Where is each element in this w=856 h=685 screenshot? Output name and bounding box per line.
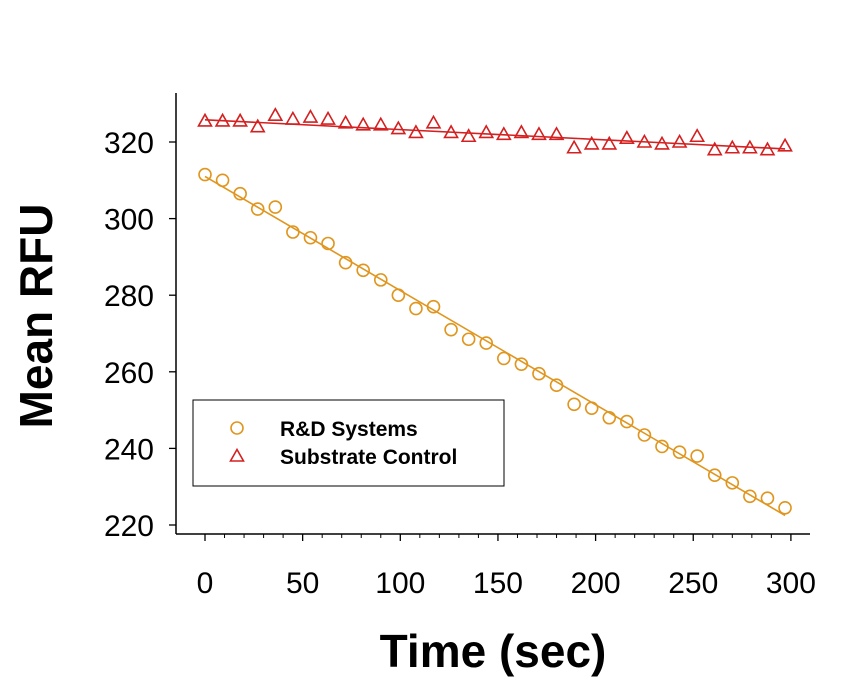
data-point-series-0 xyxy=(672,445,687,460)
data-point-series-0 xyxy=(707,468,722,483)
data-point-series-0 xyxy=(549,378,564,393)
data-point-series-0 xyxy=(338,255,353,270)
data-point-series-1 xyxy=(618,130,635,144)
y-ticks: 220 240 260 280 300 320 xyxy=(104,127,176,543)
data-point-series-1 xyxy=(548,126,565,141)
legend-marker-rd-systems xyxy=(230,421,244,435)
data-point-series-0 xyxy=(584,401,599,415)
data-point-series-1 xyxy=(478,124,495,139)
data-point-series-0 xyxy=(637,428,652,442)
y-axis-title: Mean RFU xyxy=(10,204,62,429)
fit-line-series-0 xyxy=(204,175,786,517)
axes xyxy=(175,93,810,535)
data-point-series-0 xyxy=(778,500,792,515)
data-point-series-1 xyxy=(759,141,776,156)
data-point-series-1 xyxy=(777,137,793,152)
x-tick-label: 100 xyxy=(375,567,425,600)
data-point-series-0 xyxy=(479,336,494,350)
data-point-series-0 xyxy=(690,449,704,463)
data-point-series-0 xyxy=(233,186,247,201)
data-point-series-1 xyxy=(636,133,653,148)
x-tick-label: 250 xyxy=(668,567,718,600)
data-point-series-1 xyxy=(671,133,688,148)
y-tick-label: 320 xyxy=(104,127,154,160)
data-point-series-1 xyxy=(601,135,618,150)
x-tick-label: 50 xyxy=(286,567,319,600)
y-tick-label: 220 xyxy=(104,510,154,543)
data-point-series-1 xyxy=(249,118,266,133)
legend-box xyxy=(192,399,505,487)
data-point-series-0 xyxy=(602,410,617,425)
x-tick-label: 0 xyxy=(197,567,214,600)
fit-lines xyxy=(204,118,786,517)
fit-line-series-1 xyxy=(204,118,786,150)
data-point-series-1 xyxy=(583,135,600,150)
data-point-series-0 xyxy=(655,439,669,454)
data-point-series-0 xyxy=(409,301,423,316)
data-point-series-1 xyxy=(531,126,547,141)
data-point-series-1 xyxy=(302,108,319,123)
data-points xyxy=(197,107,793,515)
data-point-series-0 xyxy=(620,414,634,429)
x-axis-title: Time (sec) xyxy=(380,625,607,677)
data-point-series-1 xyxy=(372,116,389,131)
data-point-series-0 xyxy=(215,173,230,188)
y-tick-label: 280 xyxy=(104,280,154,313)
data-point-series-0 xyxy=(760,491,775,505)
data-point-series-0 xyxy=(514,357,529,371)
data-point-series-1 xyxy=(654,135,670,150)
data-point-series-0 xyxy=(426,299,441,314)
data-point-series-1 xyxy=(443,124,459,139)
y-tick-label: 260 xyxy=(104,357,154,390)
data-point-series-0 xyxy=(567,397,581,412)
data-point-series-1 xyxy=(689,128,706,143)
data-point-series-1 xyxy=(724,139,741,154)
data-point-series-1 xyxy=(320,110,336,125)
data-point-series-0 xyxy=(198,167,212,182)
data-point-series-0 xyxy=(356,263,370,278)
data-point-series-1 xyxy=(285,110,301,125)
data-point-series-1 xyxy=(513,124,530,139)
data-point-series-0 xyxy=(725,476,740,490)
legend-label-substrate-control: Substrate Control xyxy=(280,446,457,469)
data-point-series-0 xyxy=(532,366,546,381)
data-point-series-0 xyxy=(373,273,388,287)
x-tick-label: 300 xyxy=(766,567,816,600)
data-point-series-1 xyxy=(460,128,477,143)
data-point-series-1 xyxy=(197,112,213,127)
x-ticks: 0 50 100 150 200 250 300 xyxy=(197,534,816,600)
data-point-series-0 xyxy=(286,225,300,239)
data-point-series-0 xyxy=(497,351,511,366)
data-point-series-1 xyxy=(566,139,582,154)
data-point-series-1 xyxy=(337,114,354,129)
data-point-series-1 xyxy=(706,141,723,156)
data-point-series-0 xyxy=(303,230,318,245)
data-point-series-1 xyxy=(425,114,442,129)
data-point-series-0 xyxy=(268,200,283,214)
data-point-series-1 xyxy=(214,112,231,127)
x-tick-label: 150 xyxy=(473,567,523,600)
legend: R&D Systems Substrate Control xyxy=(192,399,505,487)
data-point-series-1 xyxy=(355,116,372,131)
data-point-series-1 xyxy=(742,139,758,154)
x-tick-label: 200 xyxy=(571,567,621,600)
data-point-series-1 xyxy=(408,124,424,139)
data-point-series-0 xyxy=(444,322,458,337)
data-point-series-1 xyxy=(232,112,249,127)
data-point-series-0 xyxy=(461,332,476,347)
data-point-series-0 xyxy=(391,288,406,303)
data-point-series-1 xyxy=(267,107,284,121)
y-tick-label: 240 xyxy=(104,433,154,466)
legend-label-rd-systems: R&D Systems xyxy=(280,418,418,441)
data-point-series-0 xyxy=(743,489,757,504)
data-point-series-0 xyxy=(321,236,335,251)
legend-marker-substrate-control xyxy=(229,447,245,462)
data-point-series-1 xyxy=(390,120,407,135)
y-tick-label: 300 xyxy=(104,204,154,237)
data-point-series-1 xyxy=(495,126,512,141)
data-point-series-0 xyxy=(250,202,265,216)
